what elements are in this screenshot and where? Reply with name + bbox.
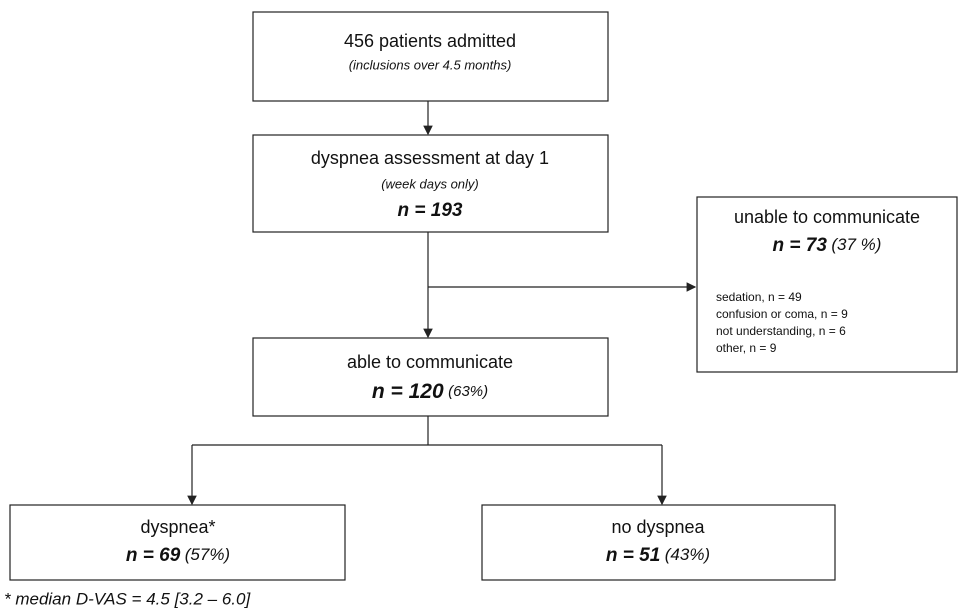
node-stats: n = 51 (43%)	[606, 545, 710, 566]
node-label: 456 patients admitted	[344, 31, 516, 51]
node-count: n = 120	[372, 380, 444, 403]
node-note: (inclusions over 4.5 months)	[349, 57, 512, 72]
node-label: no dyspnea	[611, 517, 705, 537]
node-box	[696, 196, 958, 373]
node-stats: n = 69 (57%)	[126, 545, 230, 566]
node-count: n = 51	[606, 545, 660, 566]
node-box	[252, 11, 609, 102]
reason: confusion or coma, n = 9	[716, 307, 848, 321]
node-label: unable to communicate	[734, 207, 920, 227]
node-share: (43%)	[665, 545, 710, 564]
reason: other, n = 9	[716, 341, 777, 355]
footnote: * median D-VAS = 4.5 [3.2 – 6.0]	[4, 589, 251, 608]
node-label: able to communicate	[347, 352, 513, 372]
node-box	[252, 134, 609, 233]
node-stats: n = 120 (63%)	[372, 380, 488, 403]
node-count: n = 73	[773, 235, 828, 256]
node-stats: n = 73 (37 %)	[773, 235, 882, 256]
node-share: (57%)	[185, 545, 230, 564]
node-box	[481, 504, 836, 581]
node-count: n = 69	[126, 545, 181, 566]
reason: sedation, n = 49	[716, 290, 802, 304]
node-label: dyspnea assessment at day 1	[311, 148, 549, 168]
reason: not understanding, n = 6	[716, 324, 846, 338]
node-box	[252, 337, 609, 417]
node-share: (37 %)	[831, 235, 881, 254]
node-share: (63%)	[448, 383, 488, 400]
node-box	[9, 504, 346, 581]
node-label: dyspnea*	[140, 517, 215, 537]
node-note: (week days only)	[381, 176, 479, 191]
node-count: n = 193	[398, 200, 463, 221]
